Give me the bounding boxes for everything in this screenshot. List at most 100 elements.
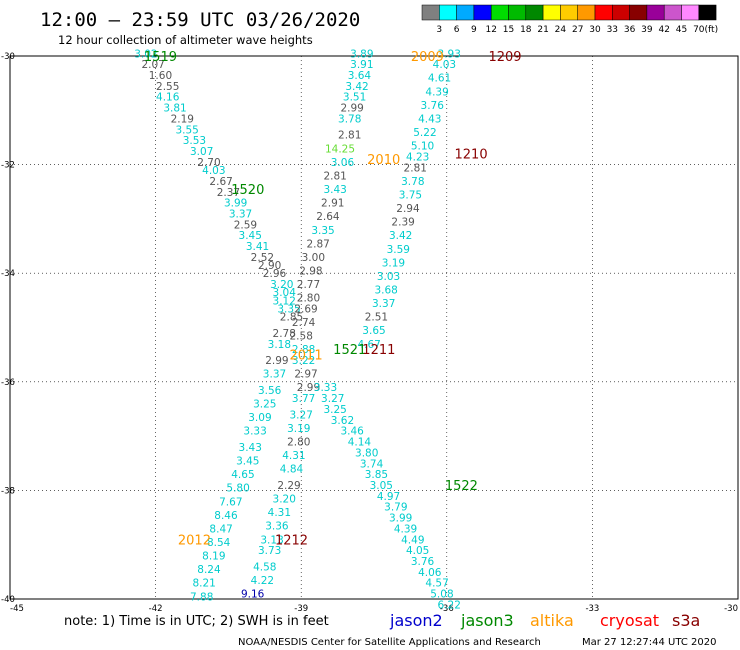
- swh-value: 2.39: [391, 217, 414, 229]
- swh-value: 2.58: [290, 331, 313, 343]
- swh-value: 5.10: [411, 141, 434, 153]
- swh-value: 2.80: [297, 293, 320, 305]
- swh-value: 4.23: [406, 151, 429, 163]
- x-tick-label: -39: [294, 604, 308, 614]
- swh-value: 3.13: [260, 534, 283, 546]
- colorbar-swatch: [698, 4, 717, 21]
- swh-value: 3.55: [175, 124, 198, 136]
- swh-value: 3.41: [246, 241, 269, 253]
- colorbar-label: 18: [520, 25, 532, 35]
- pass-label: 1520: [231, 183, 264, 198]
- swh-value: 3.77: [292, 393, 315, 405]
- legend-jason2: jason2: [389, 611, 443, 630]
- swh-value: 14.25: [325, 143, 355, 155]
- swh-value: 4.84: [280, 464, 304, 476]
- swh-value: 2.98: [299, 265, 322, 277]
- swh-value: 4.06: [418, 567, 442, 579]
- swh-value: 3.59: [387, 244, 410, 256]
- colorbar-label: 33: [607, 25, 618, 35]
- axis-ticks: -45 -42 -39 -36 -33 -30 -30 -32 -34 -36 -38 -40: [1, 52, 738, 614]
- swh-value: 3.56: [258, 385, 282, 397]
- colorbar-legend: 3 6 9 12 15 18 21 24 27 30 33 36 39 42 45 70 (ft): [421, 4, 718, 35]
- swh-value: 3.53: [183, 135, 206, 147]
- swh-value: 2.97: [294, 369, 317, 381]
- swh-value: 5.80: [226, 483, 249, 495]
- swh-value: 3.75: [399, 189, 422, 201]
- legend-s3a: s3a: [672, 611, 700, 630]
- swh-value: 2.80: [287, 437, 310, 449]
- swh-value: 2.81: [338, 130, 361, 142]
- colorbar-label: 30: [589, 25, 601, 35]
- colorbar-label: 24: [555, 25, 567, 35]
- swh-value: 3.45: [239, 230, 262, 242]
- swh-value: 3.06: [331, 157, 355, 169]
- footer-credit: NOAA/NESDIS Center for Satellite Applica…: [238, 637, 541, 648]
- swh-value: 2.67: [209, 176, 232, 188]
- swh-value: 3.42: [389, 230, 412, 242]
- footer-note: note: 1) Time is in UTC; 2) SWH is in fe…: [64, 614, 329, 629]
- swh-value: 3.76: [411, 556, 435, 568]
- colorbar-label: 21: [537, 25, 548, 35]
- pass-label: 1210: [455, 148, 488, 163]
- swh-value: 2.64: [316, 211, 340, 223]
- colorbar-label: 3: [436, 25, 442, 35]
- colorbar-label: 39: [641, 25, 653, 35]
- colorbar-swatch: [490, 4, 509, 21]
- swh-value: 4.57: [425, 578, 448, 590]
- swh-value: 3.73: [258, 545, 281, 557]
- swh-value: 8.19: [202, 551, 225, 563]
- y-tick-label: -30: [1, 52, 15, 62]
- swh-value: 8.46: [214, 510, 238, 522]
- swh-value: 3.33: [314, 382, 337, 394]
- swh-value: 2.85: [280, 312, 303, 324]
- pass-label: 2010: [367, 153, 400, 168]
- swh-value: 3.37: [229, 208, 252, 220]
- swh-value: 4.39: [394, 523, 417, 535]
- swh-value: 3.25: [323, 404, 346, 416]
- legend-altika: altika: [530, 611, 574, 630]
- swh-value: 3.09: [248, 412, 271, 424]
- colorbar-swatch: [663, 4, 682, 21]
- swh-value: 3.93: [438, 48, 461, 60]
- colorbar-swatch: [681, 4, 700, 21]
- swh-value: 2.91: [321, 198, 344, 210]
- swh-value: 2.81: [323, 170, 346, 182]
- swh-value: 2.70: [197, 157, 220, 169]
- swh-value: 8.54: [207, 537, 231, 549]
- swh-value: 3.62: [331, 415, 354, 427]
- swh-value: 7.67: [219, 496, 242, 508]
- swh-value: 4.67: [357, 339, 380, 351]
- y-tick-label: -32: [1, 161, 15, 171]
- swh-value: 8.21: [192, 578, 215, 590]
- swh-value: 4.58: [253, 561, 276, 573]
- swh-value: 3.00: [302, 252, 325, 264]
- swh-value: 2.94: [396, 203, 420, 215]
- swh-value: 4.49: [401, 534, 424, 546]
- swh-value: 2.37: [217, 187, 240, 199]
- colorbar-label: 45: [676, 25, 687, 35]
- satellite-legend: jason2 jason3 altika cryosat s3a: [389, 611, 700, 630]
- pass-label: 1519: [144, 50, 177, 65]
- swh-value: 2.96: [263, 268, 287, 280]
- swh-value: 3.12: [273, 295, 296, 307]
- swh-value: 3.74: [360, 458, 384, 470]
- swh-value: 3.79: [384, 502, 407, 514]
- colorbar-swatch: [577, 4, 596, 21]
- colorbar-swatch: [612, 4, 630, 21]
- swh-value: 4.14: [348, 437, 372, 449]
- swh-value: 4.03: [433, 59, 456, 71]
- swh-value: 3.07: [190, 146, 213, 158]
- pass-labels: 1519 2009 1209 2010 1210 1520 1521 2011 1211 1522…: [144, 50, 522, 548]
- pass-label: 1209: [488, 50, 521, 65]
- grid-lines: [10, 56, 738, 599]
- pass-label: 1521: [333, 343, 366, 358]
- swh-value: 3.27: [321, 393, 344, 405]
- swh-value: 3.20: [270, 279, 293, 291]
- swh-value: 4.39: [425, 86, 448, 98]
- swh-value: 3.36: [265, 521, 289, 533]
- x-tick-label: -33: [585, 604, 599, 614]
- colorbar-swatch: [594, 4, 613, 21]
- pass-label: 1212: [275, 533, 308, 548]
- swh-value: 2.69: [294, 303, 317, 315]
- swh-value: 2.19: [171, 113, 194, 125]
